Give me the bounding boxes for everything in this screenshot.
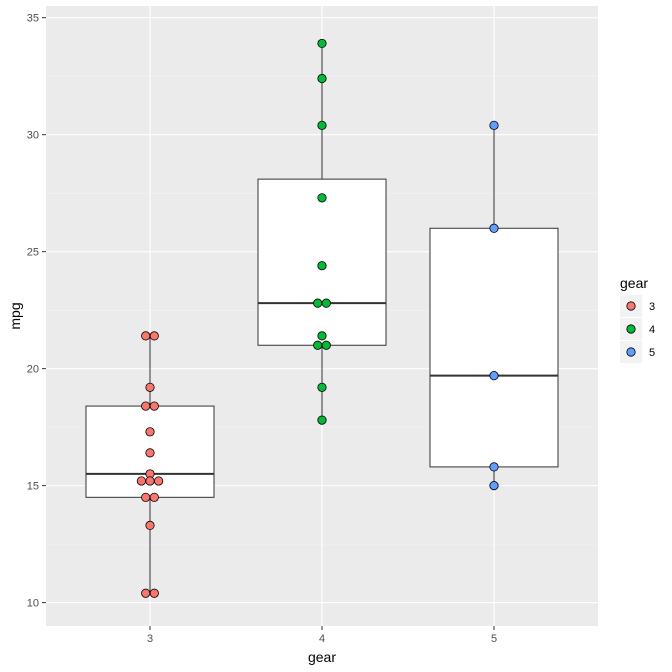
y-tick-label: 35 xyxy=(27,13,39,25)
data-point xyxy=(141,331,151,341)
data-point xyxy=(489,120,499,130)
data-point xyxy=(317,331,327,341)
data-point xyxy=(141,401,151,411)
data-point xyxy=(317,38,327,49)
data-points xyxy=(136,38,499,598)
y-tick-label: 30 xyxy=(27,130,39,142)
y-axis: 10 15 20 25 30 35 xyxy=(27,13,46,610)
legend-key xyxy=(626,324,636,334)
y-tick-label: 15 xyxy=(27,481,39,493)
data-point xyxy=(145,382,155,392)
data-point xyxy=(317,73,327,84)
legend-label: 5 xyxy=(649,347,655,359)
data-point xyxy=(154,476,164,486)
data-point xyxy=(317,261,327,271)
data-point xyxy=(317,120,327,130)
legend-label: 4 xyxy=(649,324,655,336)
legend-title: gear xyxy=(620,275,648,291)
data-point xyxy=(489,371,499,381)
legend-key xyxy=(626,301,636,311)
x-tick-label: 5 xyxy=(491,633,497,645)
x-axis-title: gear xyxy=(308,649,336,665)
data-point xyxy=(313,298,323,308)
legend: gear 3 4 5 xyxy=(620,275,655,363)
data-point xyxy=(489,223,499,233)
x-tick-label: 3 xyxy=(147,633,153,645)
data-point xyxy=(321,340,331,350)
data-point xyxy=(313,340,323,350)
data-point xyxy=(489,462,499,472)
data-point xyxy=(145,520,155,530)
data-point xyxy=(141,492,151,502)
data-point xyxy=(141,588,151,598)
x-axis: 3 4 5 xyxy=(147,626,497,645)
y-axis-title: mpg xyxy=(7,302,23,329)
data-point xyxy=(145,476,155,486)
y-tick-label: 20 xyxy=(27,364,39,376)
y-tick-label: 25 xyxy=(27,247,39,259)
data-point xyxy=(149,492,159,502)
data-point xyxy=(149,401,159,411)
data-point xyxy=(149,331,159,341)
box xyxy=(429,227,559,468)
data-point xyxy=(149,588,159,598)
data-point xyxy=(489,481,499,491)
x-tick-label: 4 xyxy=(319,633,325,645)
data-point xyxy=(145,427,155,437)
data-point xyxy=(136,476,146,486)
data-point xyxy=(317,382,327,392)
data-point xyxy=(317,415,327,425)
y-tick-label: 10 xyxy=(27,598,39,610)
data-point xyxy=(145,448,155,458)
legend-label: 3 xyxy=(649,301,655,313)
data-point xyxy=(317,193,327,203)
data-point xyxy=(321,298,331,308)
legend-key xyxy=(626,347,636,357)
